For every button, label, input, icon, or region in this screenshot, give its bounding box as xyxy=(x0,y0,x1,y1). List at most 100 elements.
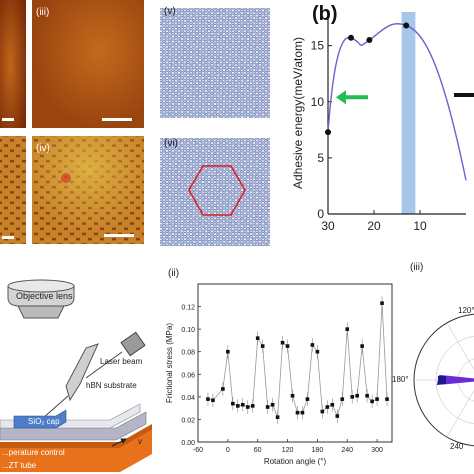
panel-label-a-iii: (iii) xyxy=(36,7,50,18)
label-sio2-cap: SiO₂ cap xyxy=(28,417,60,426)
data-point xyxy=(320,409,325,414)
data-point xyxy=(315,349,320,354)
sio2-cap xyxy=(13,409,67,429)
pzt-stage xyxy=(0,430,152,472)
y-tick-label: 5 xyxy=(317,151,324,165)
data-point xyxy=(285,344,290,348)
label-velocity: v xyxy=(138,437,142,446)
data-point xyxy=(310,343,315,347)
y-tick-label: 10 xyxy=(311,95,325,109)
x-tick-label: 60 xyxy=(254,447,262,454)
adhesive-energy-chart: 0 5 10 15 30 20 10 Adhesive energy(meV/atom) (b) xyxy=(291,3,474,233)
afm-image-ii xyxy=(0,0,26,128)
y-tick-label: 0.02 xyxy=(181,417,195,424)
data-point xyxy=(350,395,355,399)
panel-label-b: (b) xyxy=(312,3,338,25)
panel-label-a-iv: (iv) xyxy=(36,143,50,154)
data-point xyxy=(295,410,300,415)
lattice-images xyxy=(160,8,270,246)
data-point xyxy=(270,402,275,407)
panel-label-a-vi: (vi) xyxy=(164,138,178,149)
afm-image-iii xyxy=(32,0,144,128)
data-point xyxy=(231,401,235,406)
data-point xyxy=(325,405,330,409)
data-point xyxy=(265,405,270,409)
x-tick-label: 30 xyxy=(321,219,335,233)
temperature-stage xyxy=(0,411,147,441)
data-point xyxy=(325,129,331,136)
label-objective-lens: Objective lens xyxy=(16,291,73,301)
data-point xyxy=(240,402,245,407)
afm-schematic xyxy=(0,279,152,472)
x-tick-label: 120 xyxy=(282,447,294,454)
y-tick-label: 0 xyxy=(317,207,324,221)
moire-hexagon xyxy=(188,165,246,216)
data-point xyxy=(275,415,280,419)
polar-label-180: 180° xyxy=(392,375,409,384)
data-point xyxy=(305,397,310,401)
x-tick-label: -60 xyxy=(193,447,203,454)
polar-plot xyxy=(413,313,474,447)
panel-label-c-ii: (ii) xyxy=(168,268,179,279)
plot-frame xyxy=(197,283,393,443)
polar-label-120: 120° xyxy=(458,306,474,315)
y-tick-label: 0.04 xyxy=(181,395,195,402)
data-point xyxy=(221,387,225,391)
green-arrow-head xyxy=(336,90,346,105)
data-point xyxy=(365,393,369,398)
x-tick-label: 180 xyxy=(312,447,324,454)
label-hbn-substrate: hBN substrate xyxy=(86,381,137,390)
data-point xyxy=(385,397,389,401)
laser-source xyxy=(120,331,146,357)
y-tick-label: 15 xyxy=(311,39,325,53)
x-tick-label: 240 xyxy=(341,447,353,454)
panel-label-a-v: (v) xyxy=(164,6,176,17)
data-point xyxy=(300,410,305,415)
data-point xyxy=(235,404,240,408)
x-tick-label: 0 xyxy=(226,447,230,454)
data-point xyxy=(366,37,373,44)
data-point xyxy=(330,402,335,407)
data-point xyxy=(355,393,359,398)
data-point xyxy=(206,397,210,401)
energy-curve xyxy=(327,23,467,181)
y-tick-label: 0.08 xyxy=(181,350,195,357)
x-tick-label: 300 xyxy=(371,447,383,454)
y-axis-label: Adhesive energy(meV/atom) xyxy=(291,37,305,189)
cantilever xyxy=(65,343,99,402)
frictional-stress-chart: 0.00 0.02 0.04 0.06 0.08 0.10 0.12 -60 0 60 120 180… xyxy=(165,268,393,466)
label-laser-beam: Laser beam xyxy=(100,357,143,366)
data-point xyxy=(255,336,260,340)
x-axis-label: Rotation angle (°) xyxy=(264,457,327,466)
data-point xyxy=(360,344,364,348)
polar-label-240: 240 xyxy=(450,442,464,451)
data-point xyxy=(226,349,230,354)
y-tick-label: 0.12 xyxy=(181,305,195,312)
data-point xyxy=(370,399,374,404)
highlight-band xyxy=(401,12,416,214)
data-point xyxy=(348,34,354,41)
y-tick-label: 0.00 xyxy=(181,440,195,447)
stress-line xyxy=(207,303,388,418)
afm-image-ii-lower xyxy=(0,136,26,244)
x-tick-label: 20 xyxy=(367,219,381,233)
data-point xyxy=(335,414,340,418)
y-axis-label: Frictional stress (MPa) xyxy=(165,323,174,403)
data-point xyxy=(245,405,250,409)
y-tick-label: 0.06 xyxy=(181,372,195,379)
afm-images-left xyxy=(0,0,144,244)
y-tick-label: 0.10 xyxy=(181,327,195,334)
data-point xyxy=(260,344,265,348)
data-point xyxy=(403,22,410,29)
data-point xyxy=(280,340,285,345)
data-point xyxy=(250,404,255,408)
x-tick-label: 10 xyxy=(413,219,427,233)
panel-label-c-iii: (iii) xyxy=(410,262,424,273)
data-point xyxy=(345,327,350,331)
data-point xyxy=(375,397,379,401)
data-point xyxy=(380,301,384,305)
label-pzt-tube: ...ZT tube xyxy=(2,461,37,470)
data-point xyxy=(211,398,215,403)
label-temperature-control: ...perature control xyxy=(2,448,65,457)
data-point xyxy=(290,393,295,398)
